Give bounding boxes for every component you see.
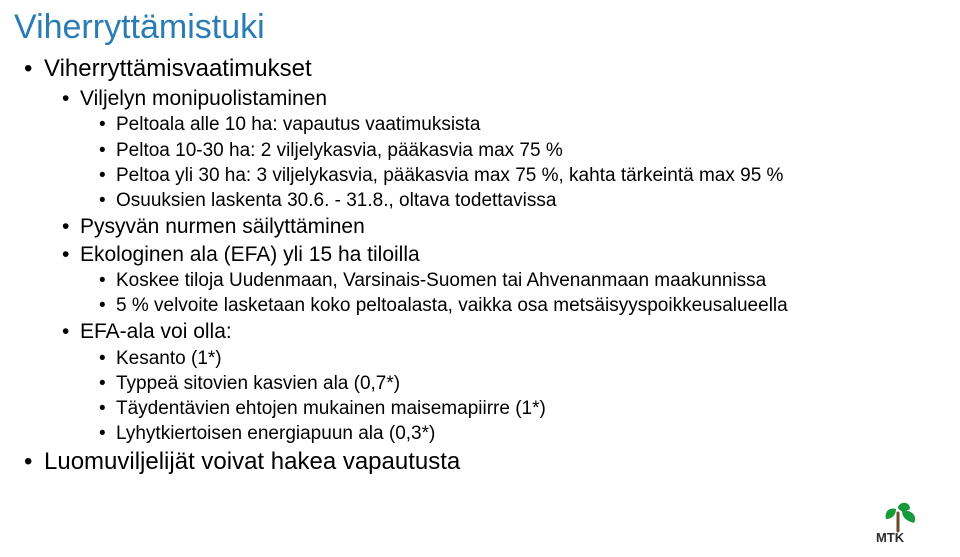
list-item: Ekologinen ala (EFA) yli 15 ha tiloilla … (80, 241, 936, 319)
bullet-list-level3: Kesanto (1*) Typpeä sitovien kasvien ala… (80, 346, 936, 446)
list-item-text: Viljelyn monipuolistaminen (80, 87, 327, 110)
bullet-list-level1: Viherryttämisvaatimukset Viljelyn monipu… (14, 53, 936, 478)
list-item: 5 % velvoite lasketaan koko peltoalasta,… (116, 293, 936, 318)
list-item: Luomuviljelijät voivat hakea vapautusta (44, 446, 936, 478)
list-item: Osuuksien laskenta 30.6. - 31.8., oltava… (116, 188, 936, 213)
list-item: Peltoa 10-30 ha: 2 viljelykasvia, pääkas… (116, 138, 936, 163)
list-item-text: Ekologinen ala (EFA) yli 15 ha tiloilla (80, 243, 420, 266)
bullet-list-level2: Viljelyn monipuolistaminen Peltoala alle… (44, 85, 936, 447)
list-item: Typpeä sitovien kasvien ala (0,7*) (116, 371, 936, 396)
list-item: Peltoa yli 30 ha: 3 viljelykasvia, pääka… (116, 163, 936, 188)
list-item-text: Peltoa yli 30 ha: 3 viljelykasvia, pääka… (116, 165, 783, 186)
list-item-text: Peltoa 10-30 ha: 2 viljelykasvia, pääkas… (116, 140, 563, 161)
list-item-text: Lyhytkiertoisen energiapuun ala (0,3*) (116, 423, 435, 444)
bullet-list-level3: Peltoala alle 10 ha: vapautus vaatimuksi… (80, 112, 936, 212)
list-item-text: Koskee tiloja Uudenmaan, Varsinais-Suome… (116, 270, 766, 291)
list-item-text: Kesanto (1*) (116, 348, 222, 369)
list-item-text: Viherryttämisvaatimukset (44, 55, 312, 82)
list-item-text: Täydentävien ehtojen mukainen maisemapii… (116, 398, 546, 419)
list-item: Lyhytkiertoisen energiapuun ala (0,3*) (116, 421, 936, 446)
mtk-logo: MTK (876, 501, 936, 543)
list-item: Peltoala alle 10 ha: vapautus vaatimuksi… (116, 112, 936, 137)
slide-title: Viherryttämistuki (14, 8, 936, 47)
list-item-text: Osuuksien laskenta 30.6. - 31.8., oltava… (116, 190, 556, 211)
list-item-text: Typpeä sitovien kasvien ala (0,7*) (116, 373, 400, 394)
list-item-text: Luomuviljelijät voivat hakea vapautusta (44, 448, 460, 475)
list-item-text: 5 % velvoite lasketaan koko peltoalasta,… (116, 295, 788, 316)
list-item-text: EFA-ala voi olla: (80, 320, 232, 343)
list-item: EFA-ala voi olla: Kesanto (1*) Typpeä si… (80, 318, 936, 446)
list-item: Viherryttämisvaatimukset Viljelyn monipu… (44, 53, 936, 446)
list-item: Täydentävien ehtojen mukainen maisemapii… (116, 396, 936, 421)
slide: Viherryttämistuki Viherryttämisvaatimuks… (0, 0, 960, 557)
mtk-logo-icon: MTK (876, 501, 936, 543)
list-item-text: Peltoala alle 10 ha: vapautus vaatimuksi… (116, 114, 480, 135)
list-item: Kesanto (1*) (116, 346, 936, 371)
bullet-list-level3: Koskee tiloja Uudenmaan, Varsinais-Suome… (80, 268, 936, 318)
list-item: Viljelyn monipuolistaminen Peltoala alle… (80, 85, 936, 213)
logo-text: MTK (876, 530, 905, 543)
list-item-text: Pysyvän nurmen säilyttäminen (80, 215, 365, 238)
list-item: Pysyvän nurmen säilyttäminen (80, 213, 936, 241)
list-item: Koskee tiloja Uudenmaan, Varsinais-Suome… (116, 268, 936, 293)
